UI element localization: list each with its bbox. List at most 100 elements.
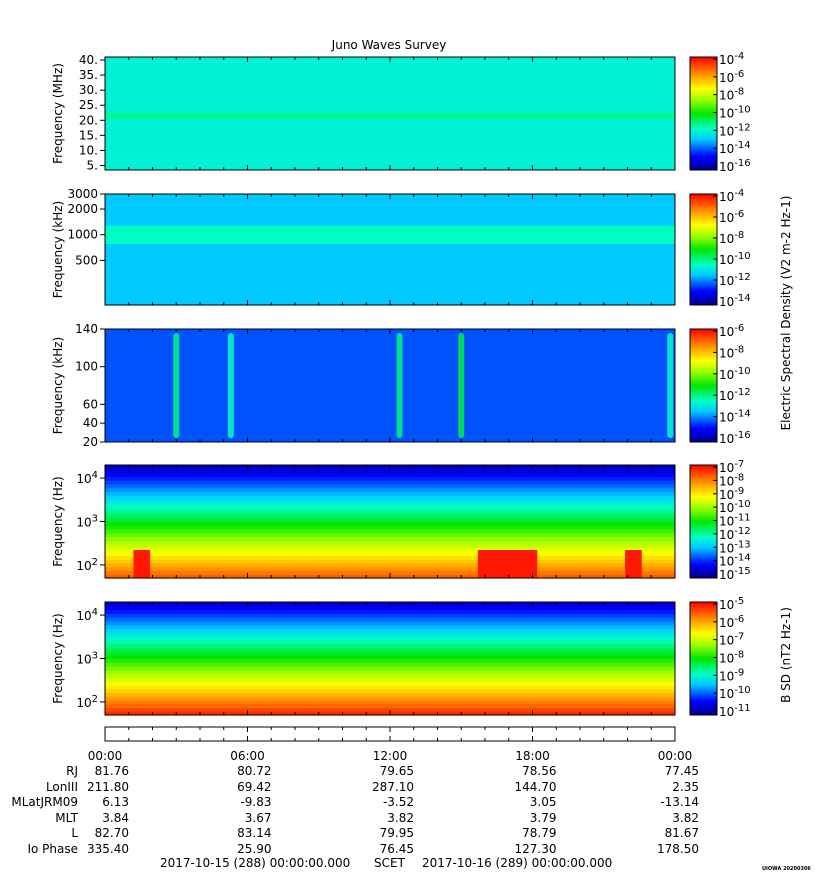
- intensity-band: [105, 570, 675, 575]
- colorbar-tick-label: 10-8: [719, 344, 744, 360]
- colorbar-tick-label: 10-12: [719, 526, 751, 542]
- intensity-band: [105, 699, 675, 705]
- y-tick-label: 40: [83, 416, 98, 430]
- time-tick-label: 12:00: [373, 749, 408, 763]
- intensity-band: [105, 525, 675, 530]
- intensity-band: [105, 529, 675, 534]
- y-tick-label: 140: [75, 322, 98, 336]
- ephemeris-value: 79.95: [379, 826, 414, 840]
- ephemeris-value: 3.84: [102, 810, 129, 825]
- y-tick-label: 104: [76, 607, 98, 623]
- footer-scet-label: SCET: [374, 856, 405, 870]
- intensity-band: [105, 559, 675, 564]
- intensity-band: [105, 692, 675, 697]
- y-axis-label: Frequency (MHz): [51, 63, 65, 164]
- y-axis-label: Frequency (kHz): [51, 201, 65, 298]
- y-tick-label: 500: [75, 253, 98, 267]
- intensity-band: [105, 669, 675, 675]
- intensity-band: [105, 506, 675, 511]
- colorbar-tick-label: 10-6: [719, 323, 744, 339]
- ephemeris-value: 127.30: [514, 841, 557, 856]
- colorbar: [689, 601, 718, 716]
- colorbar-tick-label: 10-12: [719, 387, 751, 403]
- intensity-band: [105, 483, 675, 489]
- panel-lfr-low: 104 103 102 Frequency (Hz) 10-710-810-910-10…: [51, 459, 751, 582]
- y-tick-label: 5.: [87, 158, 98, 172]
- intensity-band: [105, 547, 675, 553]
- ephemeris-value: 80.72: [237, 764, 272, 778]
- intensity-band: [105, 613, 675, 618]
- intensity-band: [105, 617, 675, 622]
- y-tick-label: 1000: [67, 228, 98, 242]
- colorbar-tick-label: 10-14: [719, 553, 751, 569]
- hot-interval: [625, 550, 642, 578]
- time-tick-label: 00:00: [88, 749, 123, 763]
- ephemeris-value: 3.05: [529, 795, 557, 809]
- ephemeris-value: 79.65: [379, 764, 414, 778]
- ephemeris-value: 3.82: [387, 810, 414, 825]
- spectrogram-background: [105, 329, 675, 442]
- chart-title: Juno Waves Survey: [331, 38, 447, 52]
- intensity-band: [105, 647, 675, 652]
- panel-hfr-high: 40.35.30.25.20.15.10.5. Frequency (MHz) 10…: [51, 51, 751, 174]
- colorbar-tick-label: 10-10: [719, 499, 751, 515]
- colorbar-tick-label: 10-7: [719, 459, 744, 475]
- intensity-band: [105, 517, 675, 523]
- colorbar-label-electric: Electric Spectral Density (V2 m-2 Hz-1): [779, 196, 793, 431]
- intensity-band: [105, 495, 675, 500]
- y-tick-label: 102: [76, 557, 98, 573]
- y-axis-label: Frequency (kHz): [51, 337, 65, 434]
- colorbar-tick-label: 10-12: [719, 272, 751, 288]
- ephemeris-value: 77.45: [664, 764, 699, 778]
- colorbar-tick-label: 10-14: [719, 293, 751, 309]
- colorbar-tick-label: 10-12: [719, 122, 751, 138]
- hot-interval: [133, 550, 151, 578]
- colorbar-tick-label: 10-6: [719, 209, 744, 225]
- intensity-band: [105, 491, 675, 496]
- time-tick-label: 06:00: [230, 749, 265, 763]
- intensity-band: [105, 555, 675, 560]
- y-tick-label: 104: [76, 470, 98, 486]
- colorbar-tick-label: 10-6: [719, 614, 744, 630]
- y-tick-label: 103: [76, 651, 98, 667]
- ephemeris-value: 78.79: [522, 826, 557, 840]
- y-tick-label: 25.: [79, 98, 98, 112]
- ephemeris-value: 287.10: [372, 779, 414, 794]
- intensity-band: [105, 681, 675, 686]
- ephemeris-value: 3.79: [529, 810, 557, 825]
- colorbar-tick-label: 10-6: [719, 69, 744, 85]
- y-tick-label: 10.: [79, 143, 98, 157]
- footer-end-time: 2017-10-16 (289) 00:00:00.000: [422, 856, 613, 870]
- ephemeris-value: -9.83: [240, 795, 272, 809]
- y-tick-label: 30.: [79, 83, 98, 97]
- colorbar: [689, 328, 718, 443]
- colorbar-tick-label: 10-8: [719, 472, 744, 488]
- intensity-band: [105, 635, 675, 641]
- emission-burst: [458, 333, 465, 438]
- colorbar-tick-label: 10-4: [719, 188, 744, 204]
- y-tick-label: 20.: [79, 113, 98, 127]
- colorbar: [689, 193, 718, 306]
- intensity-band: [105, 707, 675, 712]
- ephemeris-value: 76.45: [379, 841, 414, 856]
- colorbar-tick-label: 10-11: [719, 513, 751, 529]
- y-tick-label: 103: [76, 514, 98, 530]
- intensity-band: [105, 673, 675, 678]
- ephemeris-value: 83.14: [237, 826, 272, 840]
- ephemeris-value: 335.40: [87, 841, 129, 856]
- colorbar-tick-label: 10-11: [719, 703, 751, 719]
- colorbar-tick-label: 10-15: [719, 566, 751, 582]
- y-tick-label: 100: [75, 360, 98, 374]
- ephemeris-value: 3.82: [672, 810, 699, 825]
- ephemeris-value: -13.14: [660, 795, 699, 809]
- colorbar-tick-label: 10-10: [719, 105, 751, 121]
- y-tick-label: 60: [83, 397, 98, 411]
- y-axis-label: Frequency (Hz): [51, 613, 65, 704]
- intensity-band: [105, 521, 675, 526]
- colorbar-tick-label: 10-10: [719, 366, 751, 382]
- intensity-band: [105, 513, 675, 519]
- footer-stamp: UIOWA 20200306: [762, 866, 811, 872]
